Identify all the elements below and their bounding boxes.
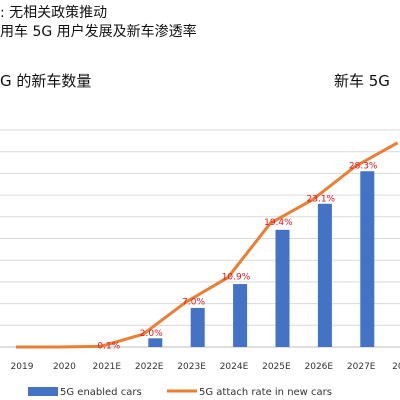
x-tick-label: 2027E	[347, 362, 376, 372]
x-tick-label: 2021E	[93, 362, 122, 372]
x-tick-label: 2020	[53, 362, 76, 372]
bar-2024E	[233, 284, 248, 347]
bar-2026E	[317, 203, 332, 347]
bar-2025E	[275, 229, 290, 347]
bar-series	[148, 171, 375, 347]
data-label-2023E: 7.0%	[182, 297, 205, 307]
right-chart-title: 新车 5G	[334, 72, 390, 90]
data-label-2025E: 19.4%	[264, 218, 293, 228]
x-tick-label: 2024E	[220, 362, 249, 372]
x-tick-label: 2026E	[305, 362, 334, 372]
data-label-2022E: 2.0%	[140, 329, 163, 339]
data-label-2027E: 28.3%	[349, 161, 378, 171]
data-label-2021E: 0.1%	[97, 341, 120, 351]
bar-2027E	[360, 171, 375, 347]
header-title-line1: : 无相关政策推动	[0, 5, 108, 21]
bar-2022E	[148, 338, 163, 347]
x-tick-label: 2023E	[177, 362, 206, 372]
data-label-2024E: 10.9%	[222, 272, 251, 282]
legend-bar-label: 5G enabled cars	[60, 387, 142, 398]
bar-2023E	[190, 307, 205, 347]
x-tick-label: 2028	[392, 362, 400, 372]
gridlines	[0, 129, 400, 348]
legend-bar-swatch	[28, 387, 58, 396]
x-tick-label: 2019	[11, 362, 34, 372]
x-axis-ticks: 2019 2020 2021E 2022E 2023E 2024E 2025E 2026E 20…	[11, 362, 400, 372]
line-series	[16, 141, 399, 349]
data-labels: 0.1% 2.0% 7.0% 10.9% 19.4% 23.1% 28.3%	[97, 161, 378, 351]
legend: 5G enabled cars 5G attach rate in new ca…	[28, 387, 332, 398]
header-title-line2: 用车 5G 用户发展及新车渗透率	[0, 24, 197, 40]
x-tick-label: 2022E	[135, 362, 164, 372]
legend-line-label: 5G attach rate in new cars	[199, 387, 332, 398]
left-chart-title: G 的新车数量	[0, 72, 92, 90]
data-label-2026E: 23.1%	[307, 195, 336, 205]
x-tick-label: 2025E	[262, 362, 291, 372]
attach-rate-line	[16, 141, 399, 349]
